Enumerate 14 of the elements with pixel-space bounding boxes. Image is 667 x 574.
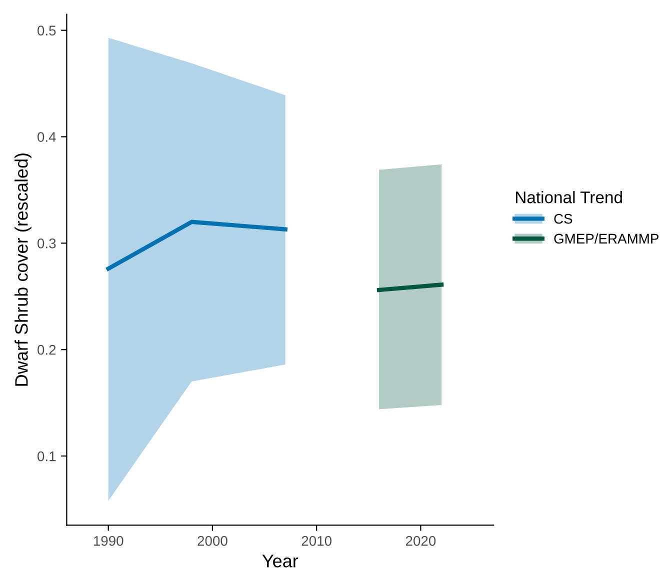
legend-label: CS — [554, 214, 572, 224]
x-tick-label: 2000 — [198, 536, 228, 546]
y-tick-label: 0.5 — [38, 26, 56, 36]
x-tick-label: 1990 — [94, 536, 124, 546]
y-tick-label: 0.1 — [38, 451, 56, 462]
legend-label: GMEP/ERAMMP — [554, 233, 658, 244]
y-axis-title: Dwarf Shrub cover (rescaled) — [14, 153, 32, 386]
legend-title: National Trend — [516, 191, 622, 204]
x-axis-title: Year — [262, 554, 298, 568]
y-tick-label: 0.2 — [38, 344, 56, 355]
x-tick-label: 2010 — [302, 536, 332, 546]
y-tick-label: 0.3 — [38, 238, 56, 248]
x-tick-label: 2020 — [406, 536, 436, 546]
y-tick-label: 0.4 — [38, 132, 56, 142]
